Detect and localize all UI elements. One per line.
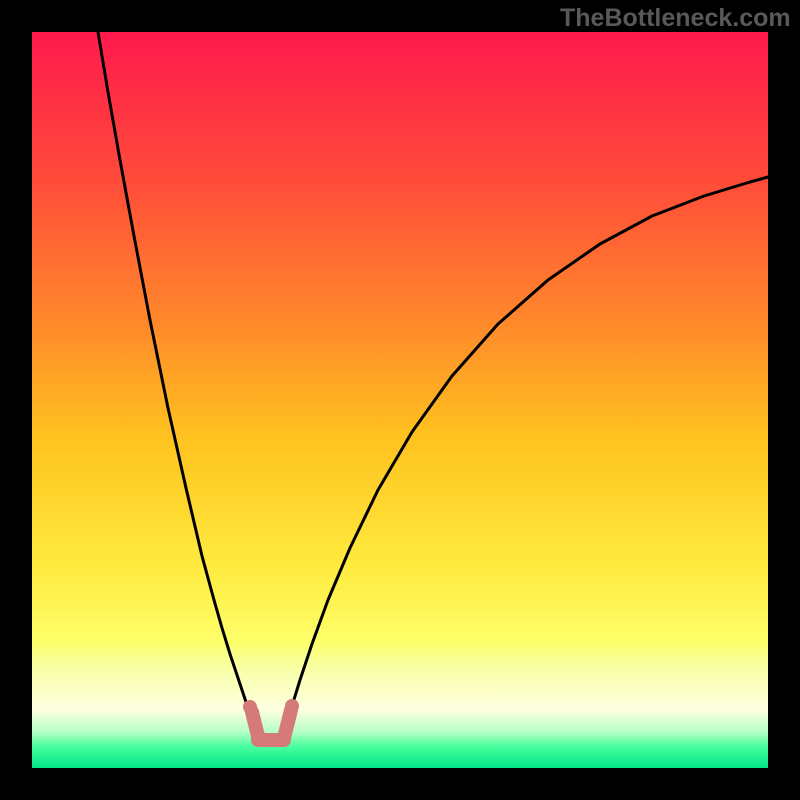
chart-svg (0, 0, 800, 800)
gradient-panel (32, 32, 768, 768)
stage: TheBottleneck.com (0, 0, 800, 800)
watermark-text: TheBottleneck.com (560, 4, 791, 33)
